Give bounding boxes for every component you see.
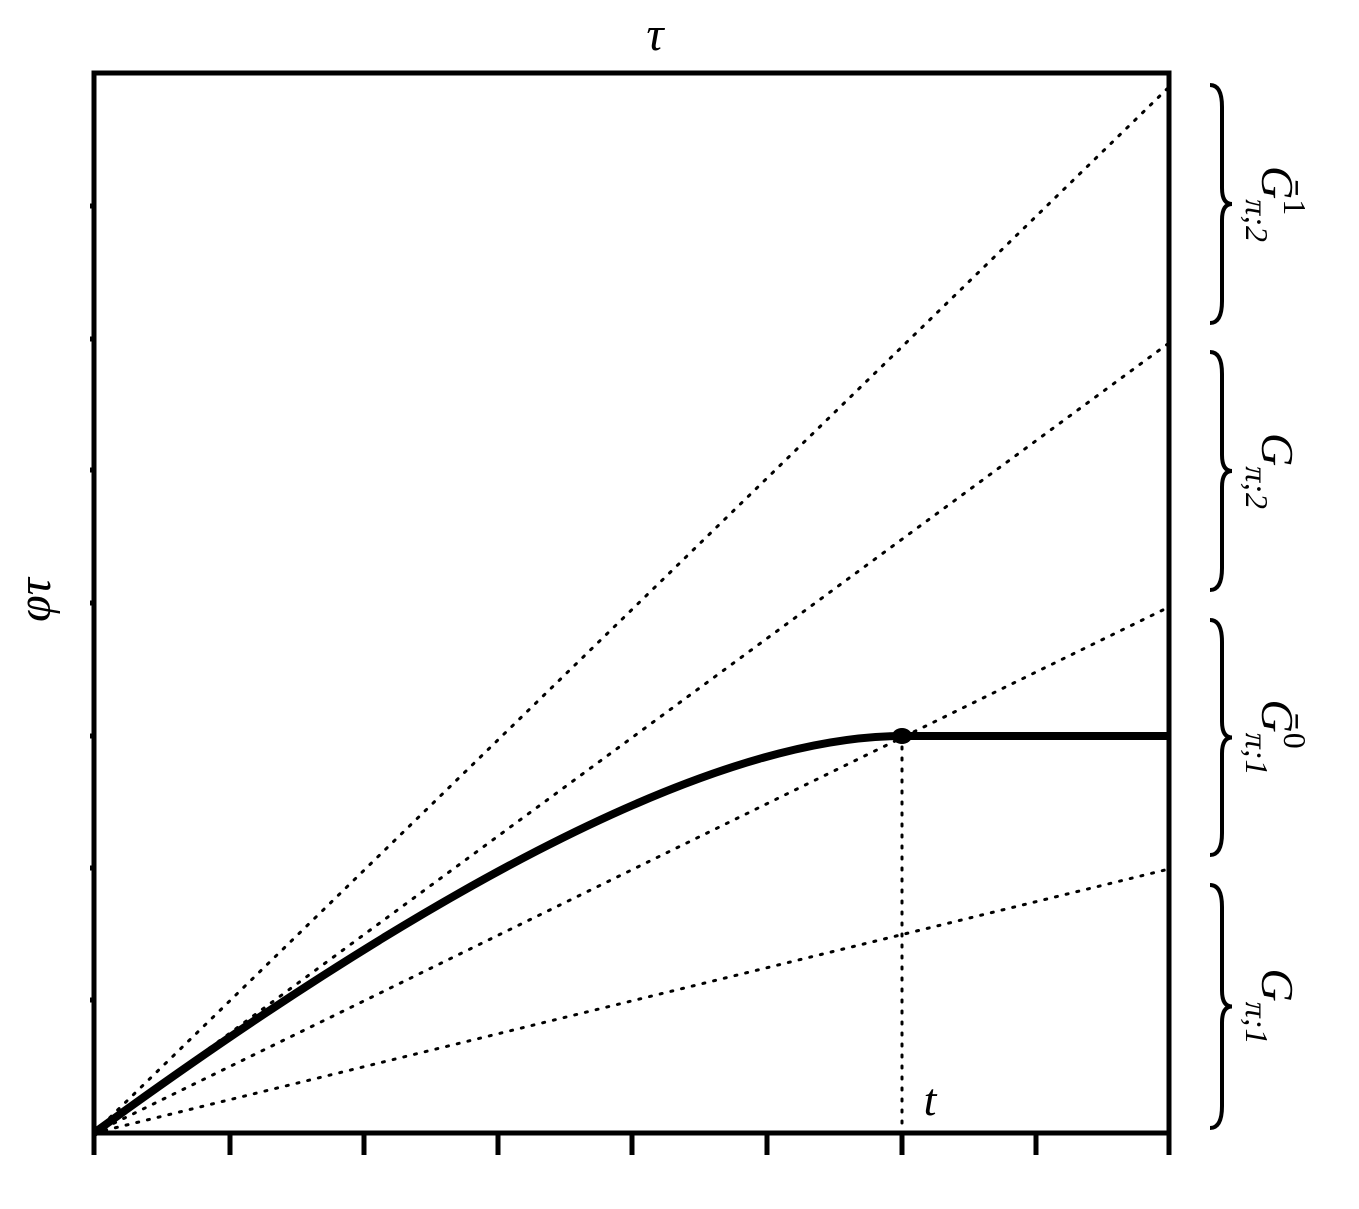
t-label: t bbox=[924, 1074, 938, 1125]
brace bbox=[1209, 350, 1233, 592]
curve bbox=[91, 732, 1169, 1137]
x-axis-label: τ bbox=[646, 8, 665, 61]
plot-frame bbox=[91, 70, 1172, 1136]
region-label: Ḡ0π;1 bbox=[1239, 700, 1313, 776]
region-label: Ḡ1π;2 bbox=[1239, 166, 1313, 242]
label-sub: π;2 bbox=[1239, 466, 1275, 509]
label-base: Ḡ bbox=[1252, 166, 1303, 199]
brace bbox=[1209, 83, 1233, 325]
dotted-rays bbox=[92, 85, 1171, 1135]
label-base: G bbox=[1252, 433, 1303, 466]
label-sub: π;1 bbox=[1239, 733, 1275, 776]
left-ticks bbox=[90, 203, 94, 1003]
label-sup: 1 bbox=[1277, 199, 1313, 215]
brace bbox=[1209, 883, 1233, 1130]
y-axis-label: φτ bbox=[8, 576, 61, 622]
label-sup: 0 bbox=[1277, 733, 1313, 749]
brace bbox=[1209, 618, 1233, 857]
label-sub: π;2 bbox=[1239, 199, 1275, 242]
region-label: Gπ;1 bbox=[1239, 969, 1303, 1045]
label-base: G bbox=[1252, 969, 1303, 1002]
region-label: Gπ;2 bbox=[1239, 433, 1303, 509]
end-point bbox=[892, 728, 912, 744]
label-sub: π;1 bbox=[1239, 1002, 1275, 1045]
bottom-ticks bbox=[91, 1133, 1172, 1155]
label-base: Ḡ bbox=[1252, 700, 1303, 733]
